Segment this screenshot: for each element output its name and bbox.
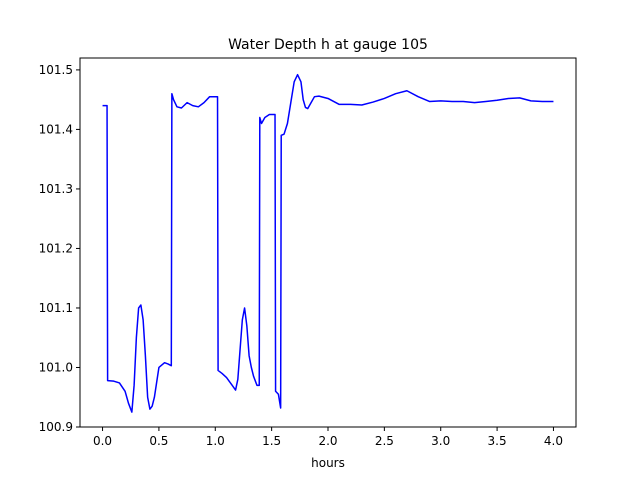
chart-title: Water Depth h at gauge 105: [228, 37, 428, 53]
plot-area: [102, 73, 554, 413]
x-axis: 0.0 0.5 1.0 1.5 2.0 2.5 3.0 3.5 4.0: [93, 427, 563, 448]
y-tick-label: 101.3: [39, 182, 73, 196]
y-tick-label: 101.2: [39, 241, 73, 255]
y-tick-label: 101.0: [39, 360, 73, 374]
x-tick-label: 0.5: [149, 434, 168, 448]
x-tick-label: 3.5: [488, 434, 507, 448]
x-axis-title: hours: [311, 456, 345, 470]
x-tick-label: 0.0: [93, 434, 112, 448]
y-tick-label: 101.4: [39, 122, 73, 136]
x-tick-label: 1.5: [262, 434, 281, 448]
y-tick-label: 100.9: [39, 420, 73, 434]
y-axis: 100.9 101.0 101.1 101.2 101.3 101.4 101.5: [39, 63, 80, 434]
x-tick-label: 2.5: [375, 434, 394, 448]
axes-frame: [79, 57, 577, 428]
y-tick-label: 101.1: [39, 301, 73, 315]
series-line: [102, 73, 554, 413]
y-tick-label: 101.5: [39, 63, 73, 77]
x-tick-label: 4.0: [544, 434, 563, 448]
x-tick-label: 3.0: [431, 434, 450, 448]
x-tick-label: 2.0: [318, 434, 337, 448]
x-tick-label: 1.0: [206, 434, 225, 448]
